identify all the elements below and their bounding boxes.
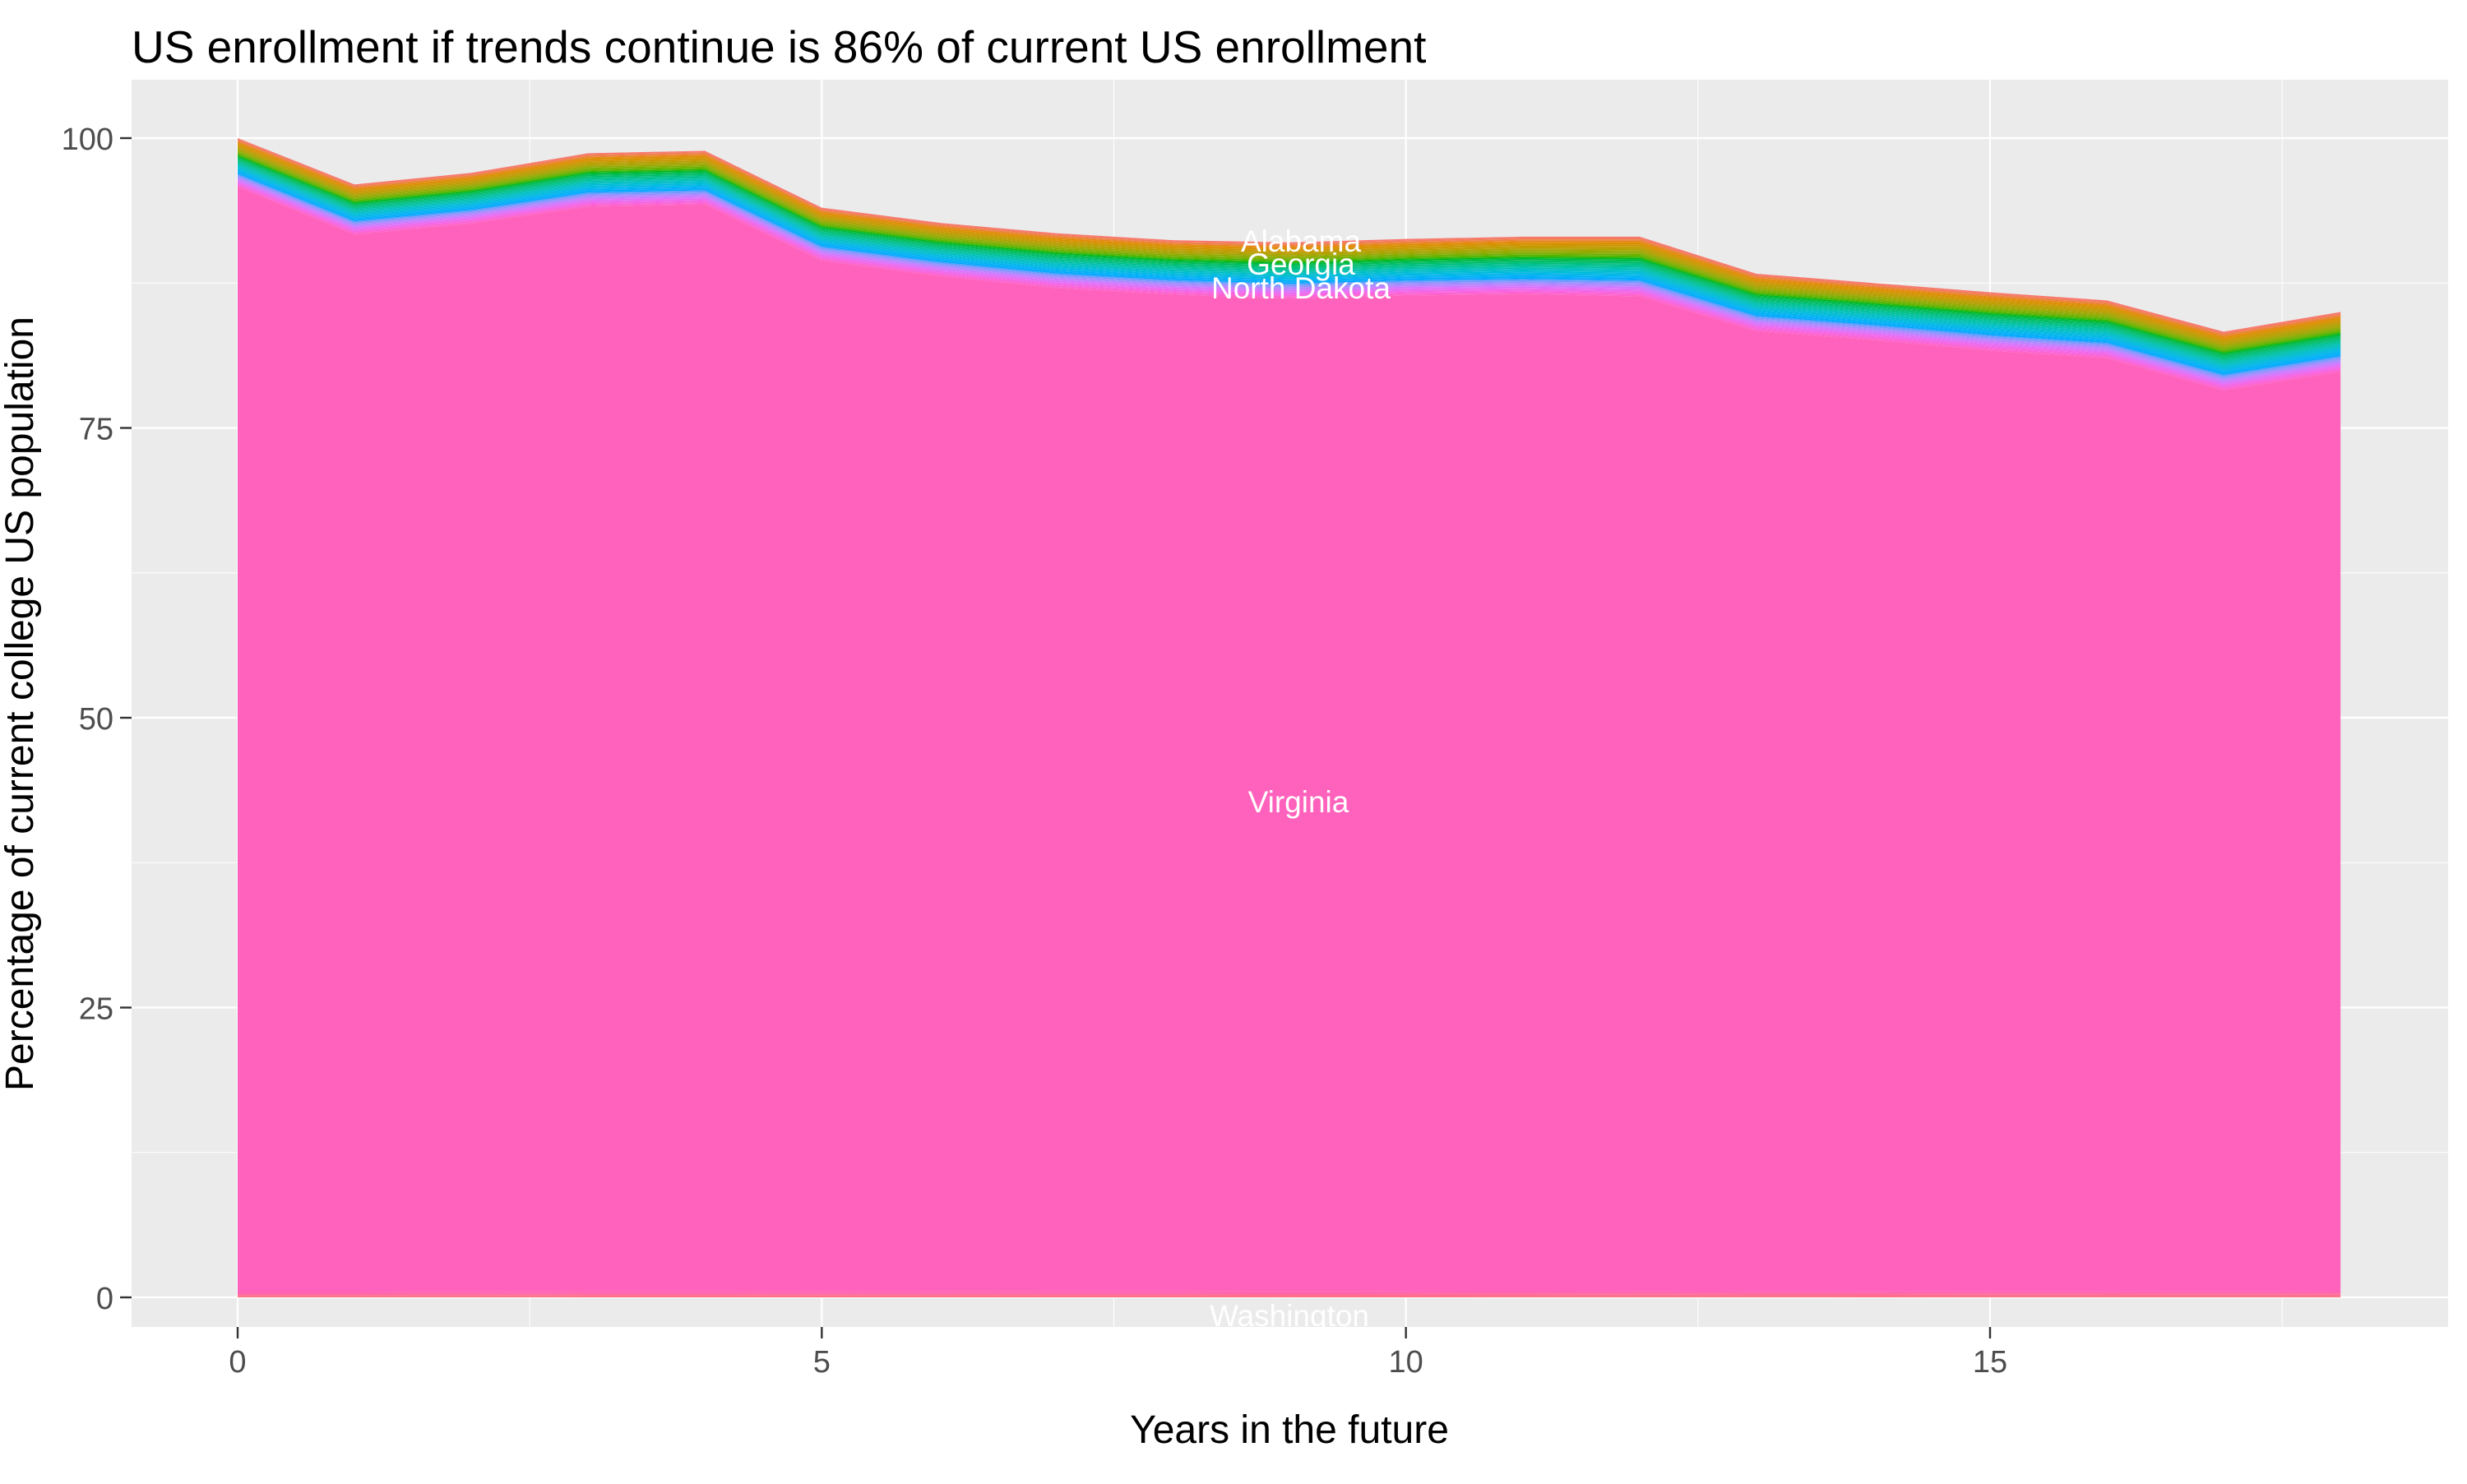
- svg-text:75: 75: [79, 413, 113, 447]
- svg-text:10: 10: [1389, 1345, 1423, 1380]
- svg-text:US enrollment if trends contin: US enrollment if trends continue is 86% …: [132, 21, 1426, 72]
- svg-text:Years in the future: Years in the future: [1130, 1408, 1449, 1452]
- svg-text:Virginia: Virginia: [1248, 785, 1349, 819]
- svg-text:50: 50: [79, 702, 113, 737]
- svg-text:Washington: Washington: [1210, 1299, 1369, 1333]
- svg-text:North Dakota: North Dakota: [1211, 271, 1391, 305]
- svg-text:5: 5: [813, 1345, 831, 1380]
- svg-text:0: 0: [96, 1282, 113, 1316]
- svg-text:0: 0: [229, 1345, 246, 1380]
- svg-text:25: 25: [79, 992, 113, 1027]
- svg-text:100: 100: [62, 123, 113, 157]
- svg-text:Percentage of current college: Percentage of current college US populat…: [0, 317, 42, 1091]
- svg-text:15: 15: [1973, 1345, 2007, 1380]
